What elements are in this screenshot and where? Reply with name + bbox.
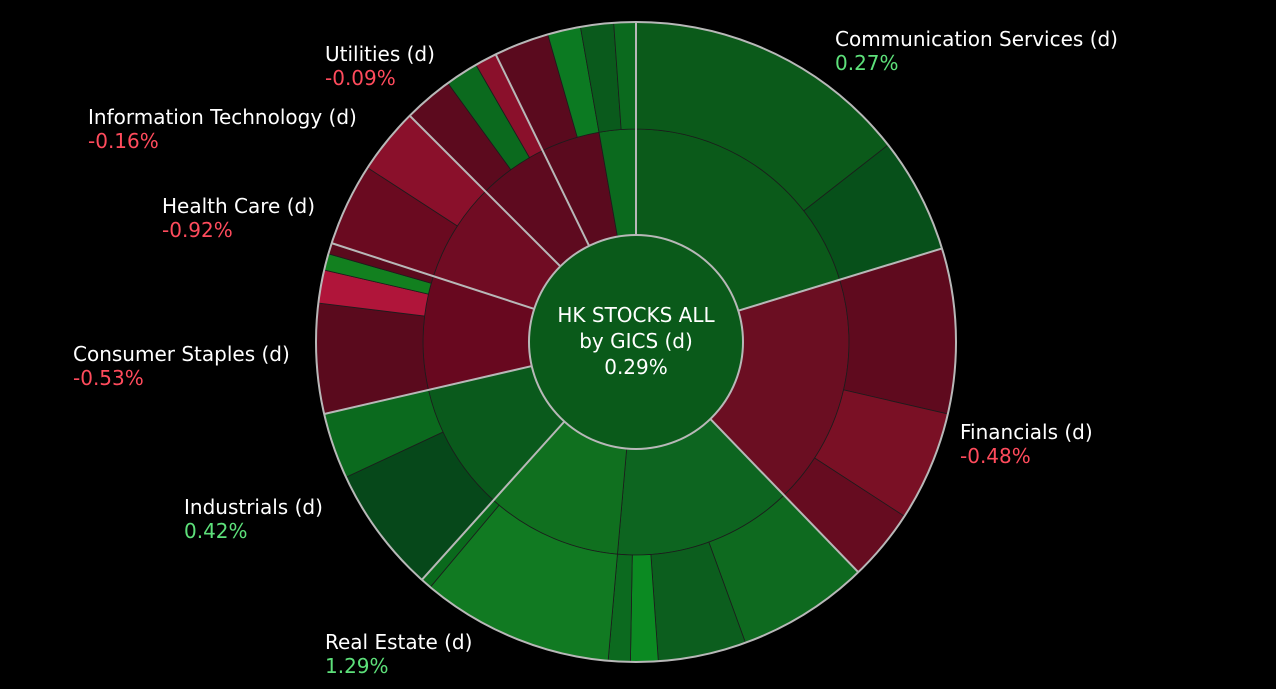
sector-change: -0.09% — [325, 66, 396, 90]
sector-label-communication[interactable]: Communication Services (d) 0.27% — [835, 27, 1118, 75]
sector-boundary-utilities — [494, 53, 590, 247]
sector-label-financials[interactable]: Financials (d) -0.48% — [960, 420, 1093, 468]
sector-change: -0.16% — [88, 129, 159, 153]
outer-border-circle — [315, 21, 957, 663]
center-circle[interactable] — [528, 234, 744, 450]
sector-name: Financials (d) — [960, 420, 1093, 444]
sector-boundary-financials — [738, 247, 943, 312]
sector-boundary-real_estate — [709, 418, 860, 573]
sector-label-consumer-staples[interactable]: Consumer Staples (d) -0.53% — [73, 342, 290, 390]
center-title-line1: HK STOCKS ALL — [557, 303, 715, 327]
center-label[interactable]: HK STOCKS ALL by GICS (d) 0.29% — [536, 302, 736, 380]
sector-boundary-health_care — [331, 242, 535, 310]
sector-change: -0.92% — [162, 218, 233, 242]
sector-name: Real Estate (d) — [325, 630, 473, 654]
sector-name: Utilities (d) — [325, 42, 435, 66]
sector-name: Communication Services (d) — [835, 27, 1118, 51]
outer-ring — [315, 21, 957, 663]
sector-change: 1.29% — [325, 654, 389, 678]
sector-label-utilities[interactable]: Utilities (d) -0.09% — [325, 42, 435, 90]
center-title-line2: by GICS (d) — [579, 329, 693, 353]
sector-name: Industrials (d) — [184, 495, 323, 519]
sector-change: 0.27% — [835, 51, 899, 75]
sector-change: -0.53% — [73, 366, 144, 390]
sector-boundary-industrials — [421, 420, 566, 581]
sector-label-health-care[interactable]: Health Care (d) -0.92% — [162, 194, 315, 242]
center-change: 0.29% — [604, 355, 668, 379]
sector-label-industrials[interactable]: Industrials (d) 0.42% — [184, 495, 323, 543]
sector-label-real-estate[interactable]: Real Estate (d) 1.29% — [325, 630, 472, 678]
sector-borders — [323, 22, 943, 581]
sector-name: Consumer Staples (d) — [73, 342, 290, 366]
sector-change: 0.42% — [184, 519, 248, 543]
sector-change: -0.48% — [960, 444, 1031, 468]
sector-name: Information Technology (d) — [88, 105, 357, 129]
sector-label-info-tech[interactable]: Information Technology (d) -0.16% — [88, 105, 357, 153]
sector-name: Health Care (d) — [162, 194, 315, 218]
sector-boundary-consumer_staples — [323, 365, 532, 415]
sector-boundary-info_tech — [409, 115, 562, 268]
